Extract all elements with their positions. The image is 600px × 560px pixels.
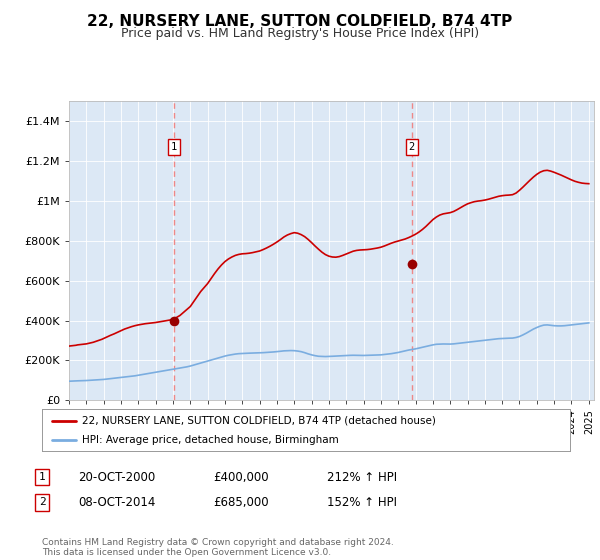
Text: 1: 1 bbox=[171, 142, 177, 152]
Text: Price paid vs. HM Land Registry's House Price Index (HPI): Price paid vs. HM Land Registry's House … bbox=[121, 27, 479, 40]
Text: 20-OCT-2000: 20-OCT-2000 bbox=[78, 470, 155, 484]
Text: 2: 2 bbox=[38, 497, 46, 507]
Text: HPI: Average price, detached house, Birmingham: HPI: Average price, detached house, Birm… bbox=[82, 435, 338, 445]
Text: 22, NURSERY LANE, SUTTON COLDFIELD, B74 4TP: 22, NURSERY LANE, SUTTON COLDFIELD, B74 … bbox=[88, 14, 512, 29]
Text: 212% ↑ HPI: 212% ↑ HPI bbox=[327, 470, 397, 484]
Text: 22, NURSERY LANE, SUTTON COLDFIELD, B74 4TP (detached house): 22, NURSERY LANE, SUTTON COLDFIELD, B74 … bbox=[82, 416, 436, 426]
Text: £685,000: £685,000 bbox=[213, 496, 269, 509]
Text: 08-OCT-2014: 08-OCT-2014 bbox=[78, 496, 155, 509]
Text: 2: 2 bbox=[409, 142, 415, 152]
Text: 152% ↑ HPI: 152% ↑ HPI bbox=[327, 496, 397, 509]
Text: 1: 1 bbox=[38, 472, 46, 482]
Text: Contains HM Land Registry data © Crown copyright and database right 2024.
This d: Contains HM Land Registry data © Crown c… bbox=[42, 538, 394, 557]
Text: £400,000: £400,000 bbox=[213, 470, 269, 484]
